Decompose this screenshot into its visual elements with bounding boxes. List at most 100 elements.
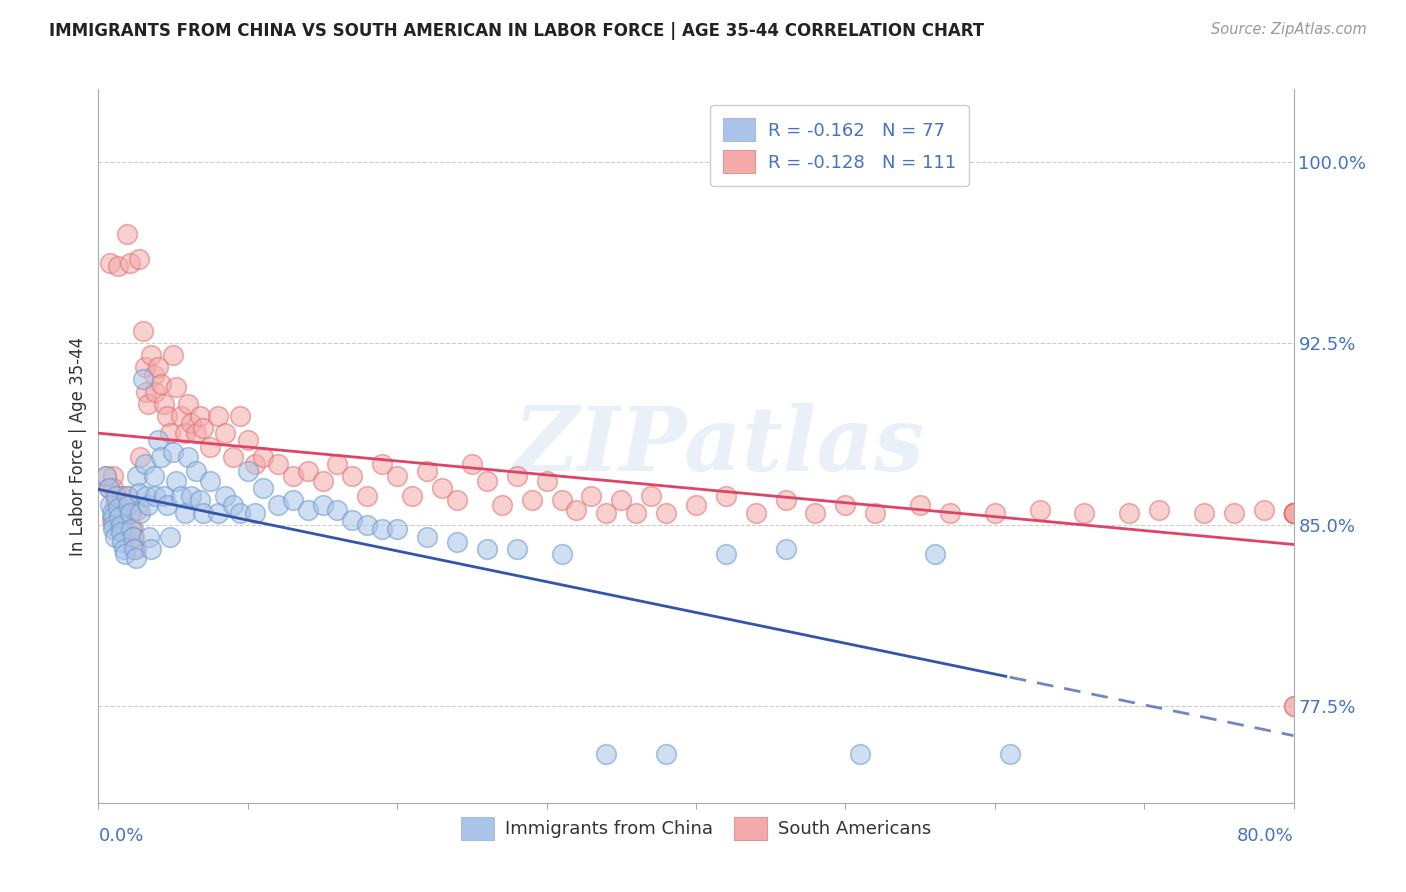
Point <box>565 503 588 517</box>
Point <box>159 425 181 440</box>
Point <box>475 474 498 488</box>
Point <box>103 523 125 537</box>
Point <box>127 469 149 483</box>
Point <box>180 489 202 503</box>
Point <box>834 498 856 512</box>
Point <box>1282 699 1305 714</box>
Point <box>245 506 267 520</box>
Point <box>143 384 166 399</box>
Point <box>207 409 229 423</box>
Point <box>1282 506 1305 520</box>
Point <box>281 469 304 483</box>
Text: ZIPatlas: ZIPatlas <box>515 403 925 489</box>
Point <box>143 489 166 503</box>
Point <box>297 464 319 478</box>
Point <box>491 498 513 512</box>
Point <box>1192 506 1215 520</box>
Point <box>506 469 529 483</box>
Point <box>1282 506 1305 520</box>
Point <box>136 397 159 411</box>
Point <box>180 416 202 430</box>
Point <box>118 506 141 520</box>
Text: 80.0%: 80.0% <box>1237 827 1294 845</box>
Point <box>132 372 155 386</box>
Y-axis label: In Labor Force | Age 35-44: In Labor Force | Age 35-44 <box>69 336 87 556</box>
Point <box>908 498 931 512</box>
Point <box>132 324 155 338</box>
Point <box>121 530 143 544</box>
Point <box>117 498 139 512</box>
Point <box>112 541 135 556</box>
Point <box>94 469 117 483</box>
Point <box>142 469 165 483</box>
Point <box>804 506 827 520</box>
Point <box>1118 506 1140 520</box>
Point <box>138 530 160 544</box>
Point <box>101 506 124 520</box>
Point <box>998 747 1021 762</box>
Point <box>162 445 184 459</box>
Point <box>117 489 139 503</box>
Point <box>105 493 128 508</box>
Point <box>104 498 127 512</box>
Point <box>110 500 132 515</box>
Point <box>430 481 453 495</box>
Point <box>184 425 207 440</box>
Point <box>169 409 191 423</box>
Point <box>191 421 214 435</box>
Point <box>1282 506 1305 520</box>
Point <box>114 524 136 539</box>
Point <box>1282 506 1305 520</box>
Point <box>150 450 173 464</box>
Point <box>655 747 678 762</box>
Point <box>188 409 211 423</box>
Point <box>135 384 157 399</box>
Point <box>1073 506 1095 520</box>
Point <box>446 534 468 549</box>
Point <box>124 530 146 544</box>
Point <box>188 493 211 508</box>
Point <box>107 259 129 273</box>
Point <box>326 457 349 471</box>
Point <box>111 510 134 524</box>
Point <box>461 457 484 471</box>
Point <box>416 530 439 544</box>
Point <box>849 747 872 762</box>
Point <box>236 464 259 478</box>
Point <box>128 486 150 500</box>
Point <box>174 425 197 440</box>
Point <box>550 547 572 561</box>
Point <box>125 551 148 566</box>
Point <box>1028 503 1050 517</box>
Point <box>104 530 127 544</box>
Point <box>1282 506 1305 520</box>
Point <box>111 534 134 549</box>
Point <box>281 493 304 508</box>
Point <box>229 409 252 423</box>
Point <box>101 513 124 527</box>
Point <box>416 464 439 478</box>
Point <box>267 457 290 471</box>
Point <box>134 457 156 471</box>
Point <box>128 252 150 266</box>
Point <box>222 498 245 512</box>
Text: Source: ZipAtlas.com: Source: ZipAtlas.com <box>1211 22 1367 37</box>
Point <box>107 500 129 515</box>
Point <box>311 474 333 488</box>
Point <box>1282 506 1305 520</box>
Point <box>118 256 141 270</box>
Point <box>297 503 319 517</box>
Point <box>252 450 274 464</box>
Point <box>110 524 132 539</box>
Point <box>94 469 117 483</box>
Point <box>200 440 222 454</box>
Point <box>342 469 364 483</box>
Point <box>775 493 797 508</box>
Point <box>191 506 214 520</box>
Point <box>356 517 378 532</box>
Point <box>550 493 572 508</box>
Point <box>1282 506 1305 520</box>
Point <box>610 493 633 508</box>
Point <box>153 397 176 411</box>
Point <box>595 506 617 520</box>
